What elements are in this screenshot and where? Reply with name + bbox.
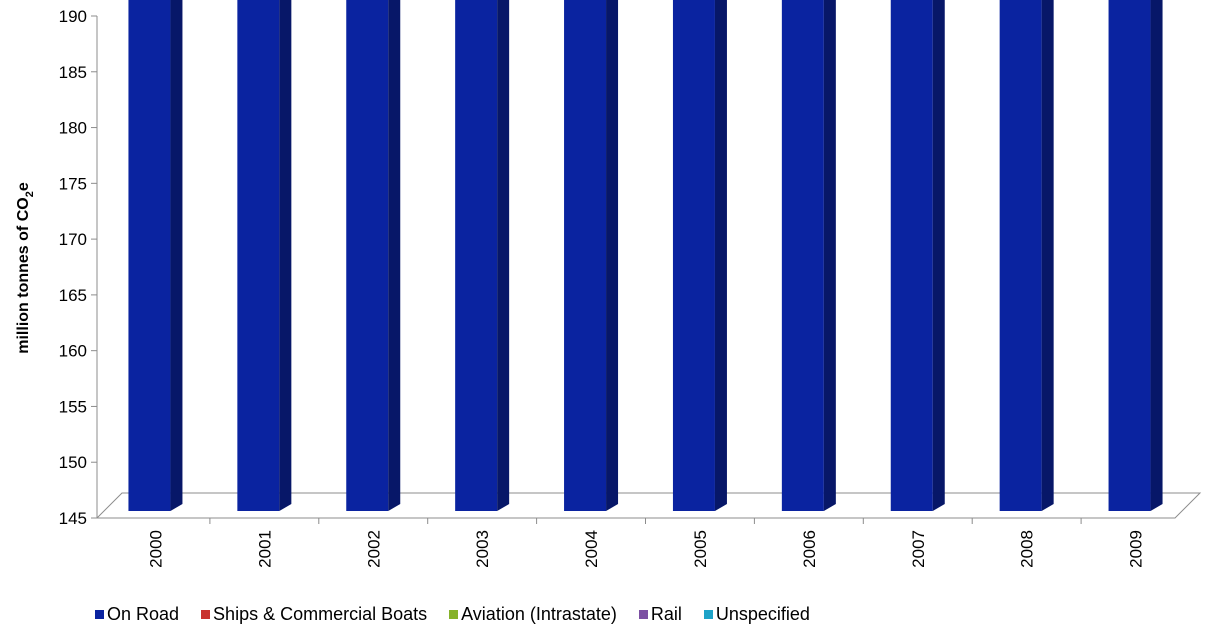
legend-label: Ships & Commercial Boats <box>213 604 428 624</box>
bar-group-2006 <box>781 0 836 511</box>
bar-group-2007 <box>890 0 945 511</box>
y-axis-label-subscript: 2 <box>24 191 36 197</box>
bar-segment <box>346 0 401 511</box>
y-tick-label: 155 <box>59 397 87 416</box>
y-tick-labels: 145 150 155 160 165 170 175 180 185 190 <box>59 7 87 528</box>
legend-item: Unspecified <box>703 604 810 625</box>
y-tick-label: 165 <box>59 286 87 305</box>
y-axis-label: million tonnes of CO2e <box>15 182 36 354</box>
bar-side <box>714 0 727 511</box>
bar-front <box>346 0 389 511</box>
bar-side <box>388 0 401 511</box>
bar-front <box>455 0 498 511</box>
y-tick-label: 175 <box>59 174 87 193</box>
bar-side <box>1150 0 1163 511</box>
bar-group-2009 <box>1108 0 1163 511</box>
bars <box>128 0 1163 511</box>
bar-side <box>606 0 619 511</box>
bar-group-2003 <box>455 0 510 511</box>
bar-side <box>279 0 292 511</box>
bar-segment <box>128 0 183 511</box>
x-tick-label: 2000 <box>146 530 165 568</box>
x-tick-label: 2008 <box>1018 530 1037 568</box>
bar-segment <box>564 0 619 511</box>
bar-side <box>1041 0 1054 511</box>
x-tick-labels: 2000 2001 2002 2003 2004 2005 2006 2007 2008 2009 <box>146 530 1145 568</box>
bar-front <box>672 0 715 511</box>
bar-side <box>497 0 510 511</box>
x-tick-label: 2001 <box>255 530 274 568</box>
bar-group-2001 <box>237 0 292 511</box>
legend-item: On Road <box>95 604 179 625</box>
legend-item: Ships & Commercial Boats <box>201 604 427 625</box>
bar-segment <box>237 0 292 511</box>
bar-group-2000 <box>128 0 183 511</box>
bar-front <box>237 0 280 511</box>
legend-label: Aviation (Intrastate) <box>461 604 617 624</box>
legend-swatch <box>95 610 104 619</box>
x-tick-label: 2006 <box>800 530 819 568</box>
legend: On Road Ships & Commercial Boats Aviation … <box>95 604 832 625</box>
bar-segment <box>781 0 836 511</box>
bar-group-2004 <box>564 0 619 511</box>
bar-side <box>823 0 836 511</box>
bar-front <box>890 0 933 511</box>
axes <box>91 15 1082 524</box>
x-tick-label: 2007 <box>909 530 928 568</box>
y-tick-label: 145 <box>59 509 87 528</box>
bar-side <box>932 0 945 511</box>
legend-swatch <box>703 610 713 619</box>
x-tick-label: 2004 <box>582 530 601 568</box>
bar-segment <box>1108 0 1163 511</box>
bar-front <box>128 0 171 511</box>
bar-front <box>781 0 824 511</box>
y-tick-label: 160 <box>59 342 87 361</box>
bar-segment <box>672 0 727 511</box>
y-axis-label-tail: e <box>15 182 32 191</box>
y-tick-label: 185 <box>59 63 87 82</box>
y-tick-label: 170 <box>59 230 87 249</box>
y-tick-label: 180 <box>59 119 87 138</box>
x-tick-label: 2003 <box>473 530 492 568</box>
bar-side <box>170 0 183 511</box>
bar-group-2008 <box>999 0 1054 511</box>
legend-swatch <box>638 610 648 619</box>
x-tick-label: 2005 <box>691 530 710 568</box>
legend-swatch <box>201 610 211 619</box>
bar-group-2005 <box>672 0 727 511</box>
legend-label: On Road <box>107 604 180 624</box>
bar-front <box>564 0 607 511</box>
legend-item: Rail <box>638 604 682 625</box>
legend-label: Rail <box>650 604 682 624</box>
bar-front <box>1108 0 1151 511</box>
y-tick-label: 150 <box>59 453 87 472</box>
bar-front <box>999 0 1042 511</box>
y-tick-label: 190 <box>59 7 87 26</box>
bar-group-2002 <box>346 0 401 511</box>
legend-label: Unspecified <box>715 604 810 624</box>
bar-segment <box>455 0 510 511</box>
x-tick-label: 2002 <box>364 530 383 568</box>
y-axis-label-main: million tonnes of CO <box>15 197 32 353</box>
x-tick-label: 2009 <box>1127 530 1146 568</box>
bar-segment <box>999 0 1054 511</box>
legend-item: Aviation (Intrastate) <box>449 604 617 625</box>
legend-swatch <box>449 610 459 619</box>
bar-segment <box>890 0 945 511</box>
